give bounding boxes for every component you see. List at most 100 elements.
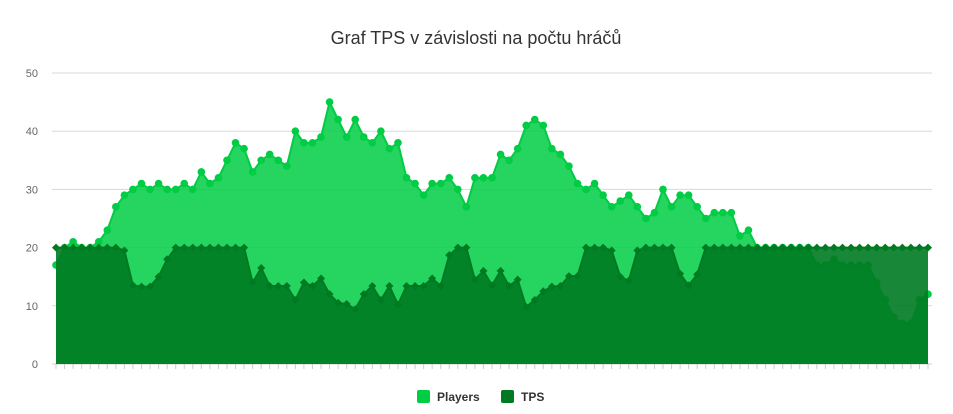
- point-tps-80: [735, 243, 744, 252]
- point-tps-91: [829, 243, 838, 252]
- point-players-24: [257, 156, 265, 165]
- point-players-21: [231, 139, 240, 147]
- point-players-20: [223, 156, 231, 165]
- point-tps-1: [60, 243, 69, 252]
- point-players-73: [676, 191, 684, 200]
- point-players-22: [240, 144, 248, 153]
- point-tps-25: [265, 282, 274, 291]
- point-tps-30: [308, 282, 317, 291]
- point-players-42: [411, 179, 419, 188]
- point-tps-2: [69, 243, 78, 252]
- point-tps-79: [727, 243, 736, 252]
- point-tps-65: [607, 246, 616, 255]
- point-tps-41: [402, 282, 411, 291]
- point-tps-82: [753, 243, 762, 252]
- point-players-81: [744, 226, 753, 234]
- point-players-68: [633, 203, 642, 211]
- point-tps-59: [556, 282, 565, 291]
- point-players-70: [650, 208, 659, 217]
- point-players-54: [513, 144, 522, 153]
- point-tps-93: [847, 243, 856, 252]
- point-players-30: [308, 139, 317, 147]
- point-tps-69: [641, 243, 650, 252]
- point-tps-95: [864, 243, 873, 252]
- point-tps-49: [470, 275, 479, 284]
- point-tps-72: [667, 243, 676, 252]
- point-players-78: [719, 208, 727, 217]
- point-players-65: [607, 203, 616, 211]
- point-players-40: [394, 139, 402, 147]
- point-tps-66: [616, 272, 625, 281]
- point-tps-85: [778, 243, 787, 252]
- point-players-13: [163, 185, 171, 194]
- legend-item-tps[interactable]: TPS: [501, 390, 544, 404]
- point-tps-64: [599, 243, 608, 252]
- point-tps-78: [718, 243, 727, 252]
- y-tick-label-10: 10: [26, 301, 38, 313]
- point-players-31: [317, 133, 325, 141]
- point-players-6: [103, 226, 112, 234]
- point-players-77: [710, 208, 719, 217]
- point-players-9: [129, 185, 137, 194]
- point-tps-20: [222, 243, 231, 252]
- point-players-50: [479, 173, 488, 182]
- point-players-32: [325, 98, 334, 106]
- point-tps-36: [359, 290, 368, 299]
- point-tps-98: [889, 243, 898, 252]
- point-tps-97: [881, 243, 890, 252]
- point-tps-71: [658, 243, 667, 252]
- point-tps-40: [393, 300, 402, 309]
- point-tps-34: [342, 300, 351, 309]
- point-tps-37: [368, 282, 377, 291]
- point-tps-14: [171, 243, 180, 252]
- point-players-36: [359, 133, 368, 141]
- y-tick-label-40: 40: [26, 126, 38, 138]
- area-tps: [56, 247, 928, 364]
- point-players-80: [736, 232, 744, 240]
- point-tps-62: [582, 243, 591, 252]
- legend-swatch-tps: [501, 390, 514, 403]
- point-tps-92: [838, 243, 847, 252]
- point-players-46: [445, 173, 454, 182]
- point-tps-23: [248, 278, 257, 287]
- point-players-55: [522, 121, 530, 130]
- point-players-76: [701, 214, 710, 223]
- point-players-17: [197, 168, 206, 176]
- point-players-5: [94, 237, 103, 246]
- point-tps-26: [274, 282, 283, 291]
- point-tps-57: [539, 287, 548, 296]
- point-tps-55: [522, 302, 531, 311]
- point-tps-67: [624, 276, 633, 285]
- point-tps-43: [419, 282, 428, 291]
- point-players-53: [505, 156, 513, 165]
- point-players-79: [727, 208, 736, 217]
- point-tps-9: [128, 281, 137, 290]
- point-tps-74: [684, 281, 693, 290]
- point-tps-0: [52, 243, 60, 252]
- point-players-8: [120, 191, 129, 200]
- point-tps-84: [770, 243, 779, 252]
- legend-item-players[interactable]: Players: [417, 390, 480, 404]
- point-tps-53: [505, 282, 514, 291]
- y-tick-label-20: 20: [26, 243, 38, 255]
- point-tps-48: [462, 243, 471, 252]
- point-tps-16: [188, 243, 197, 252]
- point-tps-29: [299, 278, 308, 287]
- point-players-25: [265, 150, 274, 159]
- point-players-69: [642, 214, 650, 223]
- y-tick-label-50: 50: [26, 68, 38, 80]
- point-players-16: [188, 185, 197, 194]
- point-tps-21: [231, 243, 240, 252]
- point-tps-18: [205, 243, 214, 252]
- point-tps-88: [804, 243, 813, 252]
- point-tps-73: [676, 269, 685, 278]
- point-tps-7: [111, 243, 120, 252]
- point-players-27: [283, 162, 291, 170]
- legend: Players TPS: [417, 390, 544, 404]
- point-tps-68: [633, 246, 642, 255]
- point-tps-39: [385, 282, 394, 291]
- point-tps-83: [761, 243, 770, 252]
- point-tps-102: [924, 243, 932, 252]
- point-tps-33: [334, 298, 343, 307]
